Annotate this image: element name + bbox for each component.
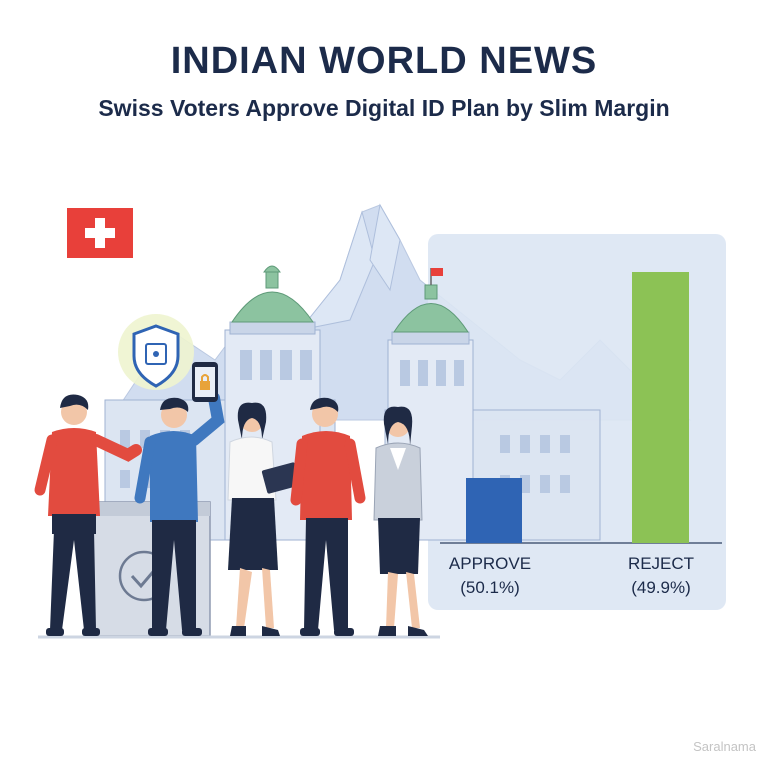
person-white-blouse <box>227 402 301 636</box>
person-red-shirt-left <box>34 394 142 636</box>
bar-reject <box>632 272 689 543</box>
bar-approve <box>466 478 522 543</box>
person-grey-jacket <box>373 406 428 636</box>
bar-category-label-approve: APPROVE <box>448 554 532 573</box>
person-blue-shirt <box>134 392 225 636</box>
headline: Swiss Voters Approve Digital ID Plan by … <box>98 95 670 121</box>
bar-value-label-approve: (50.1%) <box>460 578 520 597</box>
page-title: INDIAN WORLD NEWS <box>170 40 598 82</box>
bar-value-label-reject: (49.9%) <box>631 578 691 597</box>
person-red-shirt-center <box>290 397 366 636</box>
chart-bars <box>466 272 689 543</box>
swiss-flag <box>67 208 133 258</box>
smartphone-lock-icon <box>192 362 218 402</box>
bar-category-label-reject: REJECT <box>627 554 695 573</box>
small-flag <box>431 268 443 276</box>
watermark: Saralnama <box>693 739 756 754</box>
shield-chip-icon <box>118 314 194 390</box>
